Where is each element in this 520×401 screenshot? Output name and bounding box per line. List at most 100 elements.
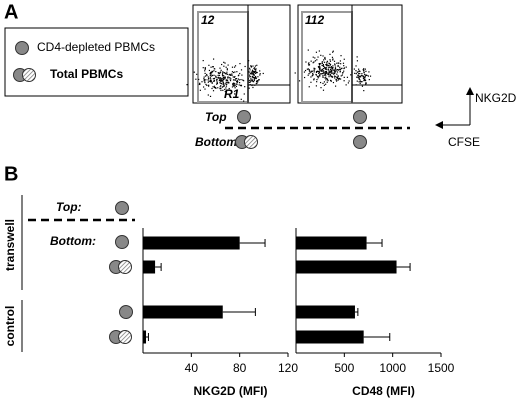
event-dot: [326, 81, 328, 83]
event-dot: [244, 65, 246, 68]
event-dot: [240, 69, 243, 71]
bar: [143, 330, 147, 344]
event-dot: [361, 74, 363, 77]
event-dot: [361, 81, 363, 83]
gate-count: 112: [305, 13, 324, 27]
event-dot: [224, 76, 226, 78]
event-dot: [343, 58, 345, 60]
event-dot: [243, 93, 245, 95]
event-dot: [324, 73, 326, 75]
event-dot: [236, 80, 238, 82]
event-dot: [224, 78, 226, 80]
event-dot: [217, 72, 219, 74]
event-dot: [314, 60, 317, 62]
event-dot: [232, 76, 234, 78]
event-dot: [220, 80, 222, 82]
event-dot: [222, 73, 224, 75]
event-dot: [339, 60, 342, 62]
event-dot: [307, 74, 309, 76]
event-dot: [336, 62, 338, 64]
gate-name: R1: [224, 87, 240, 101]
event-dot: [318, 71, 320, 73]
event-dot: [326, 78, 328, 80]
event-dot: [308, 64, 310, 66]
event-dot: [250, 65, 252, 67]
event-dot: [331, 72, 333, 74]
event-dot: [323, 61, 326, 63]
event-dot: [310, 60, 312, 62]
event-dot: [205, 83, 207, 86]
event-dot: [251, 70, 254, 72]
event-dot: [234, 79, 236, 81]
event-dot: [222, 83, 224, 85]
event-dot: [329, 60, 332, 62]
event-dot: [327, 73, 330, 75]
event-dot: [250, 72, 252, 74]
event-dot: [348, 80, 350, 82]
event-dot: [219, 78, 221, 80]
event-dot: [315, 85, 317, 87]
event-dot: [316, 75, 319, 77]
event-dot: [338, 69, 340, 71]
event-dot: [213, 79, 216, 81]
event-dot: [238, 74, 240, 76]
x-tick-label: 1000: [379, 361, 406, 375]
event-dot: [365, 83, 367, 85]
event-dot: [249, 71, 251, 73]
event-dot: [247, 80, 249, 82]
event-dot: [198, 78, 200, 81]
bar: [296, 305, 355, 319]
event-dot: [222, 89, 224, 91]
event-dot: [313, 78, 315, 80]
event-dot: [357, 76, 359, 78]
event-dot: [252, 69, 254, 71]
event-dot: [324, 67, 326, 69]
event-dot: [254, 84, 256, 86]
event-dot: [357, 75, 360, 77]
event-dot: [318, 72, 320, 75]
event-dot: [234, 87, 236, 89]
event-dot: [233, 83, 235, 85]
event-dot: [231, 86, 234, 88]
event-dot: [227, 64, 229, 66]
event-dot: [253, 79, 256, 81]
event-dot: [307, 68, 310, 70]
event-dot: [318, 76, 320, 78]
panel-label: B: [4, 163, 18, 185]
event-dot: [362, 75, 364, 77]
event-dot: [357, 71, 359, 73]
event-dot: [210, 73, 212, 75]
event-dot: [325, 68, 327, 71]
event-dot: [223, 78, 225, 80]
event-dot: [339, 69, 341, 71]
event-dot: [233, 66, 236, 68]
event-dot: [226, 82, 228, 84]
event-dot: [222, 75, 224, 77]
event-dot: [211, 87, 213, 90]
event-dot: [338, 78, 340, 80]
event-dot: [203, 76, 205, 78]
event-dot: [332, 58, 334, 60]
event-dot: [340, 68, 342, 70]
event-dot: [326, 72, 328, 74]
event-dot: [322, 89, 325, 91]
event-dot: [320, 70, 322, 72]
event-dot: [358, 68, 360, 70]
event-dot: [308, 69, 310, 71]
event-dot: [229, 78, 231, 80]
event-dot: [242, 79, 244, 81]
event-dot: [250, 66, 253, 68]
event-dot: [223, 65, 225, 67]
event-dot: [324, 71, 326, 73]
event-dot: [235, 78, 237, 80]
event-dot: [310, 76, 312, 78]
event-dot: [221, 78, 224, 80]
event-dot: [316, 70, 319, 72]
event-dot: [223, 61, 225, 63]
event-dot: [248, 87, 250, 89]
event-dot: [212, 66, 214, 68]
event-dot: [250, 78, 252, 80]
event-dot: [251, 80, 253, 82]
event-dot: [240, 84, 243, 86]
event-dot: [324, 77, 326, 79]
